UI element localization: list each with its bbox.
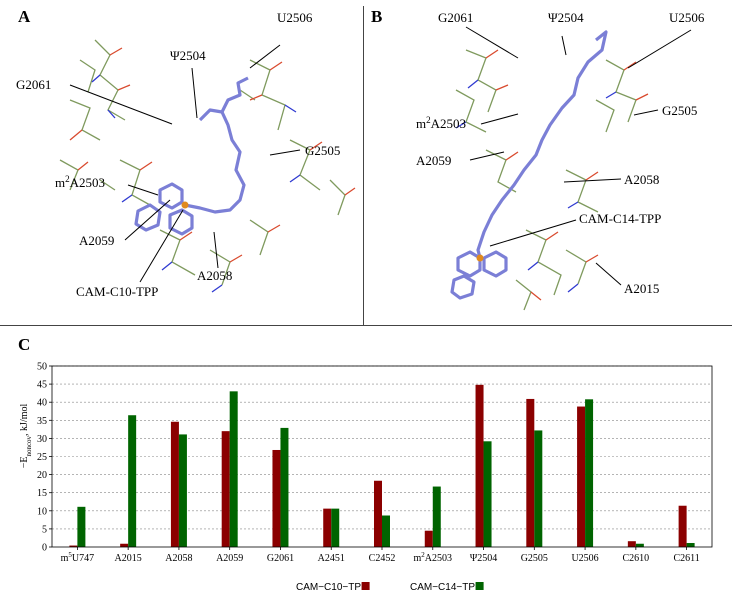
bar-c14: [382, 515, 390, 547]
x-tick-label: G2505: [521, 553, 548, 564]
x-tick-label: C2610: [623, 553, 650, 564]
horizontal-divider: [0, 325, 732, 326]
label-lines-b: [465, 26, 692, 286]
y-tick-label: 45: [37, 380, 47, 391]
panel-c-bar-chart: C 0 5 10 15 20 25 30 35 40 45 50 m5U747 A2015 A2058 A…: [18, 335, 713, 593]
y-axis-label: −Enoncov, kJ/mol: [19, 403, 33, 468]
label-a-ligand: CAM-C10-TPP: [76, 284, 158, 299]
label-b-u2506: U2506: [669, 10, 705, 25]
bar-c10: [69, 545, 78, 547]
label-a-a2059: A2059: [79, 233, 114, 248]
bar-c10: [424, 530, 433, 547]
legend-swatch: [361, 582, 370, 590]
bar-c14: [686, 543, 695, 547]
bars: [69, 384, 695, 547]
bar-c14: [77, 506, 86, 547]
x-tick-label: Ψ2504: [470, 553, 497, 564]
label-b-g2505: G2505: [662, 103, 697, 118]
rna-residues-a: [59, 39, 356, 293]
x-tick-label: C2452: [369, 553, 396, 564]
label-a-m2a2503: m2A2503: [55, 174, 105, 190]
panel-b-structure: B G2061: [366, 0, 732, 325]
x-tick-labels: m5U747 A2015 A2058 A2059 G2061 A2451 C2452 m2A2…: [61, 551, 700, 564]
label-a-a2058: A2058: [197, 268, 232, 283]
axes: [49, 365, 713, 550]
panel-b-letter: B: [371, 7, 382, 26]
bar-c10: [374, 480, 382, 547]
bar-c10: [627, 541, 636, 547]
x-tick-label: m2A2503: [414, 551, 453, 564]
bar-c10: [678, 505, 687, 547]
x-tick-label: C2611: [673, 553, 699, 564]
panel-a-letter: A: [18, 7, 31, 26]
y-tick-label: 0: [42, 543, 47, 554]
panel-b-molecule-image: B G2061: [371, 7, 705, 311]
bar-c14: [128, 415, 137, 547]
ligand-cam-c14-tpp: [450, 30, 608, 300]
label-b-a2015: A2015: [624, 281, 659, 296]
bar-c10: [120, 543, 129, 547]
bar-c10: [221, 431, 230, 547]
label-b-psi2504: Ψ2504: [548, 10, 584, 25]
x-tick-label: A2015: [115, 553, 142, 564]
label-a-psi2504: Ψ2504: [170, 48, 206, 63]
x-tick-label: G2061: [267, 553, 294, 564]
x-tick-label: A2058: [165, 553, 192, 564]
ligand-cam-c10-tpp: [134, 76, 249, 236]
bar-c14: [635, 543, 644, 547]
label-b-g2061: G2061: [438, 10, 473, 25]
rna-residues-b: [455, 49, 649, 311]
panel-a-structure: A: [0, 0, 362, 325]
vertical-divider: [363, 6, 364, 325]
x-tick-label: U2506: [571, 553, 598, 564]
phosphorus-atom-a: [181, 201, 189, 209]
label-b-m2a2503: m2A2503: [416, 115, 466, 131]
bar-c10: [475, 384, 484, 547]
y-tick-labels: 0 5 10 15 20 25 30 35 40 45 50: [37, 362, 47, 554]
bar-c14: [534, 430, 543, 547]
bar-c10: [526, 398, 535, 547]
label-b-a2058: A2058: [624, 172, 659, 187]
phosphorus-atom-b: [476, 254, 484, 262]
panel-c-letter: C: [18, 335, 30, 354]
bar-c10: [577, 406, 586, 547]
y-tick-label: 30: [37, 434, 47, 445]
y-tick-label: 50: [37, 362, 47, 373]
label-b-ligand: CAM-C14-TPP: [579, 211, 661, 226]
bar-c10: [272, 449, 281, 547]
legend: CAM−C10−TPP CAM−C14−TPP: [296, 582, 484, 593]
y-tick-label: 10: [37, 506, 47, 517]
y-tick-label: 20: [37, 470, 47, 481]
bar-c14: [229, 391, 238, 547]
y-tick-label: 35: [37, 416, 47, 427]
label-a-g2505: G2505: [305, 143, 340, 158]
y-tick-label: 25: [37, 452, 47, 463]
x-tick-label: A2059: [216, 553, 243, 564]
label-lines-a: [69, 44, 301, 283]
y-tick-label: 15: [37, 488, 47, 499]
bar-c14: [585, 399, 594, 547]
bar-c10: [170, 421, 179, 547]
legend-label: CAM−C10−TPP: [296, 582, 368, 593]
x-tick-label: A2451: [318, 553, 345, 564]
bar-c14: [331, 508, 340, 547]
bar-c14: [280, 427, 289, 547]
legend-swatch: [475, 582, 484, 590]
label-a-u2506: U2506: [277, 10, 313, 25]
bar-c14: [483, 441, 492, 547]
bar-c14: [432, 486, 441, 547]
bar-c10: [323, 508, 332, 547]
legend-label: CAM−C14−TPP: [410, 582, 482, 593]
x-tick-label: m5U747: [61, 551, 95, 564]
bar-c14: [178, 434, 187, 547]
label-b-a2059: A2059: [416, 153, 451, 168]
y-tick-label: 5: [42, 524, 47, 535]
y-tick-label: 40: [37, 398, 47, 409]
panel-a-molecule-image: A: [16, 7, 356, 299]
label-a-g2061: G2061: [16, 77, 51, 92]
